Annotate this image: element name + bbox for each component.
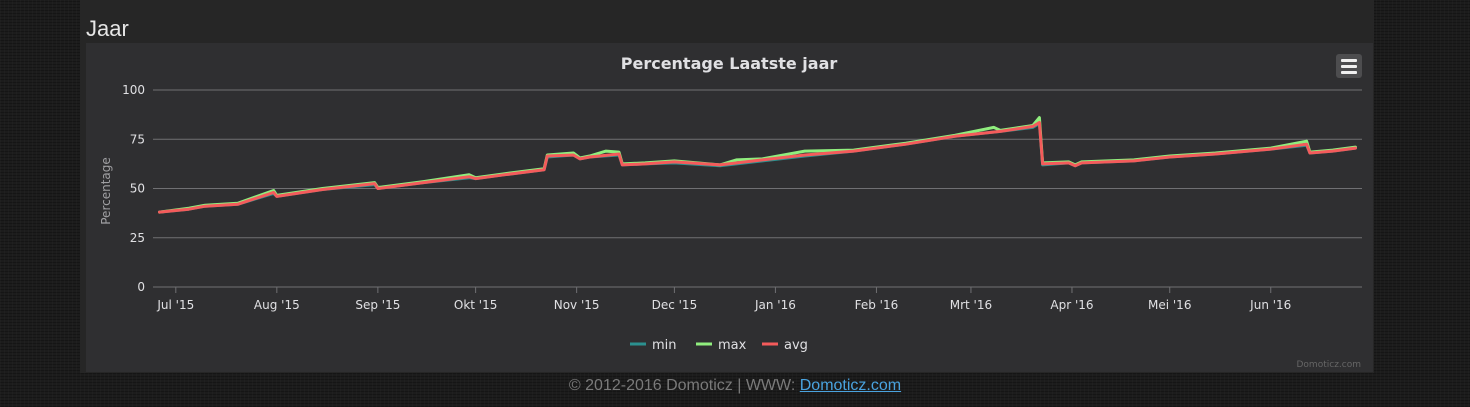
menu-icon: [1341, 58, 1357, 62]
y-tick-label: 100: [122, 83, 145, 97]
series-line-min[interactable]: [158, 122, 1357, 214]
x-tick-label: Feb '16: [855, 298, 899, 312]
line-chart: Percentage Laatste jaar 0 25 50 75 100 Jul '…: [99, 54, 1362, 370]
x-tick-labels: Jul '15 Aug '15 Sep '15 Okt '15 Nov '15 Dec '…: [156, 287, 1291, 312]
series-line-avg[interactable]: [158, 121, 1357, 214]
menu-icon-bar: [1341, 64, 1357, 68]
footer: © 2012-2016 Domoticz | WWW: Domoticz.com: [0, 377, 1470, 395]
y-gridlines: [153, 89, 1362, 288]
chart-menu-button[interactable]: [1336, 54, 1362, 78]
x-tick-label: Nov '15: [554, 298, 600, 312]
legend-item-max[interactable]: max: [696, 338, 747, 353]
x-tick-label: Mei '16: [1148, 298, 1191, 312]
y-tick-label: 75: [130, 132, 145, 146]
y-tick-labels: 0 25 50 75 100: [122, 83, 145, 294]
x-tick-label: Dec '15: [652, 298, 698, 312]
x-tick-label: Apr '16: [1050, 298, 1093, 312]
footer-link[interactable]: Domoticz.com: [799, 377, 902, 394]
x-tick-label: Sep '15: [355, 298, 400, 312]
chart-container: Percentage Laatste jaar 0 25 50 75 100 Jul '…: [86, 43, 1373, 372]
x-tick-label: Jan '16: [754, 298, 796, 312]
legend-label: max: [718, 338, 747, 353]
series-lines: [158, 116, 1357, 214]
section-title: Jaar: [86, 16, 129, 41]
x-tick-label: Okt '15: [454, 298, 497, 312]
chart-title: Percentage Laatste jaar: [621, 54, 838, 73]
x-tick-label: Jun '16: [1249, 298, 1291, 312]
legend-item-min[interactable]: min: [630, 338, 677, 353]
legend-item-avg[interactable]: avg: [762, 338, 808, 353]
credits[interactable]: Domoticz.com: [1297, 360, 1362, 370]
legend-label: avg: [784, 338, 808, 353]
footer-copyright: © 2012-2016 Domoticz | WWW:: [568, 377, 800, 394]
y-axis-label: Percentage: [99, 157, 113, 225]
legend-label: min: [652, 338, 677, 353]
x-tick-label: Jul '15: [156, 298, 194, 312]
y-tick-label: 0: [137, 280, 145, 294]
series-line-max[interactable]: [158, 116, 1357, 214]
x-tick-label: Mrt '16: [950, 298, 992, 312]
menu-icon-bar: [1341, 70, 1357, 74]
legend: min max avg: [630, 338, 808, 353]
y-tick-label: 50: [130, 182, 145, 196]
x-tick-label: Aug '15: [254, 298, 300, 312]
y-tick-label: 25: [130, 231, 145, 245]
